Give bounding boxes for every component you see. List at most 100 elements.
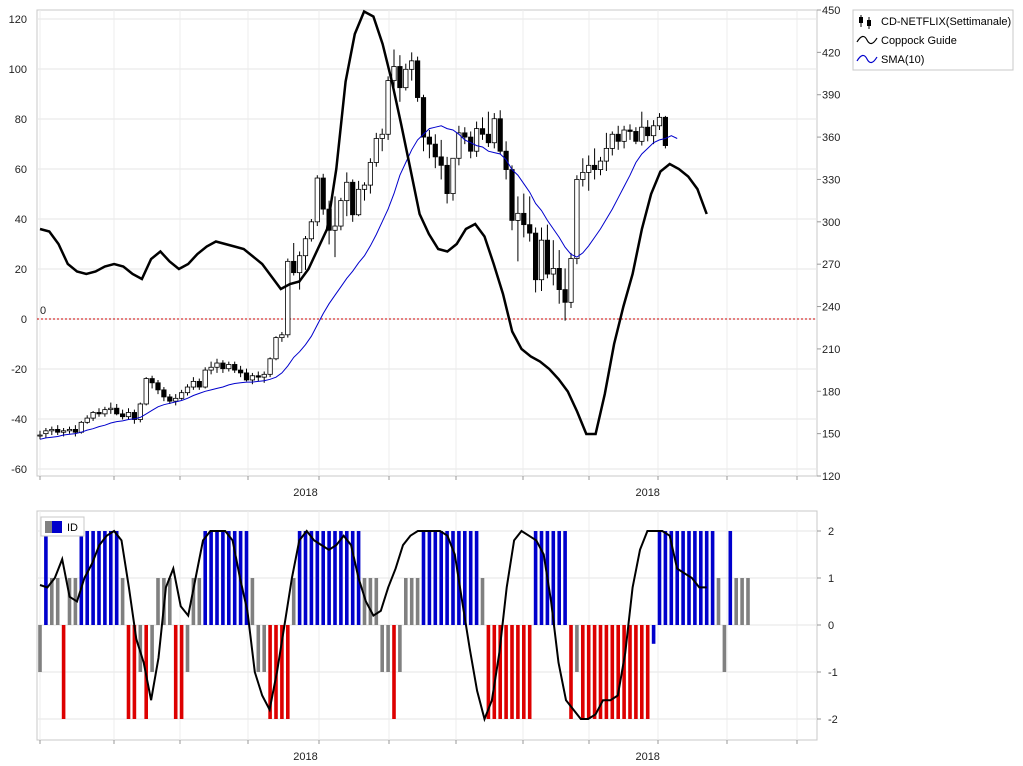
id-bar [291,578,296,625]
id-bar [215,531,219,625]
id-bar [91,531,95,625]
id-legend-swatch-gray [45,521,52,533]
candle-body [78,421,84,433]
id-bar [657,531,662,625]
indicator-axis-ticks: 2 1 0 -1 -2 [817,526,838,726]
candle-body [108,407,114,411]
candle-body [285,260,291,336]
id-bar [492,625,497,719]
candle-body [267,358,273,375]
id-bar [380,625,384,672]
id-bar [474,531,479,625]
id-bar [728,531,733,625]
right-tick-label: 330 [822,174,840,186]
id-bar [433,531,438,625]
id-bar [392,625,396,719]
candle-body [125,412,132,418]
right-tick-label: 210 [822,344,840,356]
candle-body [379,133,385,139]
indicator-tick-label: 0 [828,620,834,632]
right-tick-label: 120 [822,471,840,483]
id-bar [716,578,721,625]
candle-body [633,131,639,142]
id-bar [386,625,390,672]
right-tick-label: 270 [822,259,840,271]
right-tick-label: 360 [822,132,840,144]
right-tick-label: 150 [822,429,840,441]
id-bar [634,625,638,719]
candle-body [61,430,67,433]
id-bar [55,578,60,625]
candle-body [409,60,415,70]
candle-body [597,160,604,170]
candle-body [49,428,55,432]
id-bar [350,531,355,625]
candle-body [391,66,397,82]
id-bar [114,531,119,625]
id-bar [221,531,225,625]
main-grid [37,10,817,476]
id-bar [687,531,691,625]
left-tick-label: 0 [21,314,27,326]
candlestick-series [37,49,669,440]
right-tick-label: 180 [822,386,840,398]
candle-body [338,200,344,227]
indicator-legend-label: ID [67,522,78,534]
zero-line-label: 0 [40,305,46,317]
candle-body [296,255,303,274]
id-bar [321,531,325,625]
id-bar [539,531,544,625]
id-bar [132,625,137,719]
candle-body [586,164,592,173]
id-bar [256,625,261,672]
id-bar [409,578,414,625]
candle-body [509,169,515,221]
id-bar [522,625,526,719]
right-tick-label: 450 [822,5,840,17]
id-bar [604,625,609,719]
candle-body [196,380,202,388]
legend-label-sma: SMA(10) [881,54,924,66]
candle-body [533,232,539,281]
candle-body [468,136,474,152]
candle-body [161,389,167,398]
id-bar [468,531,473,625]
id-bar [327,531,331,625]
candle-body [615,133,621,142]
candle-body [190,380,196,388]
id-bar [61,625,66,719]
candle-body [90,412,96,419]
main-plot-area [36,9,818,477]
id-bar [345,531,349,625]
candle-body [137,403,143,420]
candle-body [131,412,137,420]
id-bar [527,625,532,719]
candle-body [120,413,126,418]
id-bar [398,625,402,672]
id-bar [498,625,502,719]
id-bar [722,625,727,672]
id-bar [67,578,72,625]
candle-body [214,362,220,368]
indicator-guide-line [39,529,707,723]
candle-body [314,177,320,223]
id-bar [699,531,703,625]
candle-body [538,239,545,281]
candle-body [220,362,226,370]
id-bar [203,531,207,625]
indicator-x-tick-label: 2018 [293,751,317,763]
candle-body [462,132,468,138]
id-bar [280,625,284,719]
left-tick-label: -40 [11,414,27,426]
candle-body [361,184,368,190]
left-axis-ticks: 120 100 80 60 40 20 0 -20 -40 -60 [9,14,27,476]
candle-body [114,407,120,415]
candle-body [355,188,362,216]
candle-body [255,375,261,378]
candle-body [515,212,521,221]
candle-body [385,80,391,135]
candle-body [226,364,232,370]
id-bar [150,625,154,672]
id-bar [415,578,420,625]
